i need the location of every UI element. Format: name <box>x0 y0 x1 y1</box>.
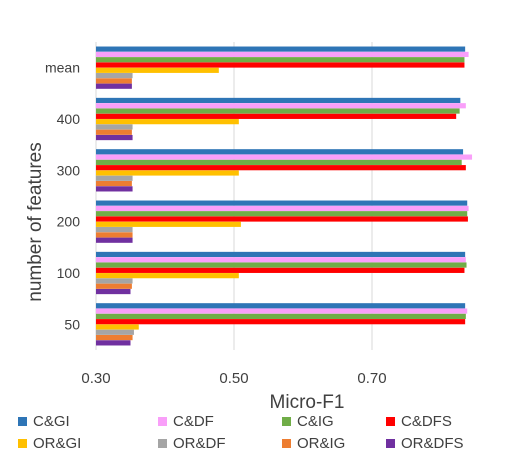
y-tick-label: 200 <box>57 214 81 230</box>
bar <box>96 180 132 187</box>
bar <box>96 62 465 68</box>
legend: C&GI C&DF C&IG C&DFS OR&GI OR&DF OR&IG OR&DFS <box>18 411 507 454</box>
bar <box>96 324 139 330</box>
bar <box>96 200 468 206</box>
x-tick-label: 0.30 <box>81 370 110 387</box>
bar <box>96 124 133 130</box>
legend-swatch <box>158 439 167 448</box>
legend-swatch <box>18 439 27 448</box>
bar <box>96 175 133 181</box>
legend-item: C&IG <box>282 411 386 432</box>
y-axis-label: number of features <box>25 142 46 301</box>
bars <box>96 46 473 346</box>
bar <box>96 103 466 109</box>
x-tick-labels: 0.30 0.50 0.70 <box>81 370 386 387</box>
bar <box>96 216 468 222</box>
legend-label: OR&DFS <box>401 435 464 452</box>
bar <box>96 211 468 217</box>
legend-swatch <box>282 439 291 448</box>
bar <box>96 237 133 243</box>
y-tick-label: 300 <box>57 162 81 178</box>
bar <box>96 46 466 52</box>
bar <box>96 283 132 289</box>
legend-item: OR&GI <box>18 433 158 454</box>
y-tick-label: 400 <box>57 111 81 127</box>
bar <box>96 319 466 325</box>
bar <box>96 273 239 279</box>
legend-swatch <box>386 439 395 448</box>
bar <box>96 186 133 192</box>
x-tick-label: 0.70 <box>357 370 386 387</box>
bar <box>96 170 239 176</box>
bar <box>96 340 131 346</box>
y-tick-label: mean <box>45 60 80 76</box>
bar <box>96 67 219 73</box>
legend-item: OR&DFS <box>386 433 507 454</box>
gridlines <box>95 42 373 350</box>
legend-label: C&DFS <box>401 413 452 430</box>
x-axis-label: Micro-F1 <box>270 392 345 413</box>
y-tick-label: 50 <box>64 316 80 332</box>
bar <box>96 113 457 119</box>
bar <box>96 78 132 84</box>
bar <box>96 57 465 63</box>
bar <box>96 329 134 335</box>
bar <box>96 51 469 58</box>
bar <box>96 313 466 319</box>
bar <box>96 251 466 258</box>
x-tick-label: 0.50 <box>219 370 248 387</box>
bar <box>96 129 132 135</box>
legend-swatch <box>386 417 395 426</box>
legend-item: C&DF <box>158 411 282 432</box>
legend-item: OR&IG <box>282 433 386 454</box>
legend-item: C&DFS <box>386 411 507 432</box>
bar <box>96 205 469 212</box>
bar <box>96 267 465 273</box>
bar <box>96 97 461 104</box>
bar <box>96 308 468 314</box>
bar <box>96 159 462 165</box>
bar <box>96 303 466 309</box>
bar <box>96 227 133 233</box>
bar <box>96 165 466 171</box>
bar <box>96 257 466 263</box>
legend-label: OR&IG <box>297 435 346 452</box>
bar <box>96 149 464 155</box>
bar <box>96 262 467 268</box>
legend-swatch <box>158 417 167 426</box>
legend-label: OR&DF <box>173 435 226 452</box>
bar <box>96 334 133 341</box>
legend-label: C&GI <box>33 413 70 430</box>
y-tick-label: 100 <box>57 265 81 281</box>
bar <box>96 108 460 114</box>
bar <box>96 232 133 238</box>
bar <box>96 73 133 79</box>
bar <box>96 83 132 89</box>
bar <box>96 278 133 284</box>
legend-label: C&IG <box>297 413 334 430</box>
legend-item: C&GI <box>18 411 158 432</box>
legend-item: OR&DF <box>158 433 282 454</box>
y-tick-labels: 50 100 200 300 400 mean <box>45 60 80 333</box>
bar <box>96 134 133 141</box>
bar <box>96 288 131 295</box>
bar <box>96 221 241 227</box>
bar <box>96 119 239 125</box>
bar <box>96 154 473 160</box>
legend-swatch <box>282 417 291 426</box>
legend-swatch <box>18 417 27 426</box>
legend-label: OR&GI <box>33 435 82 452</box>
legend-label: C&DF <box>173 413 214 430</box>
